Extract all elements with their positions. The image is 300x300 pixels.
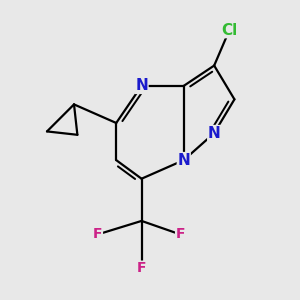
- Text: N: N: [135, 78, 148, 93]
- Text: N: N: [177, 153, 190, 168]
- Text: Cl: Cl: [221, 22, 238, 38]
- Text: N: N: [208, 126, 220, 141]
- Text: F: F: [176, 227, 185, 242]
- Text: F: F: [137, 261, 146, 275]
- Text: F: F: [93, 227, 102, 242]
